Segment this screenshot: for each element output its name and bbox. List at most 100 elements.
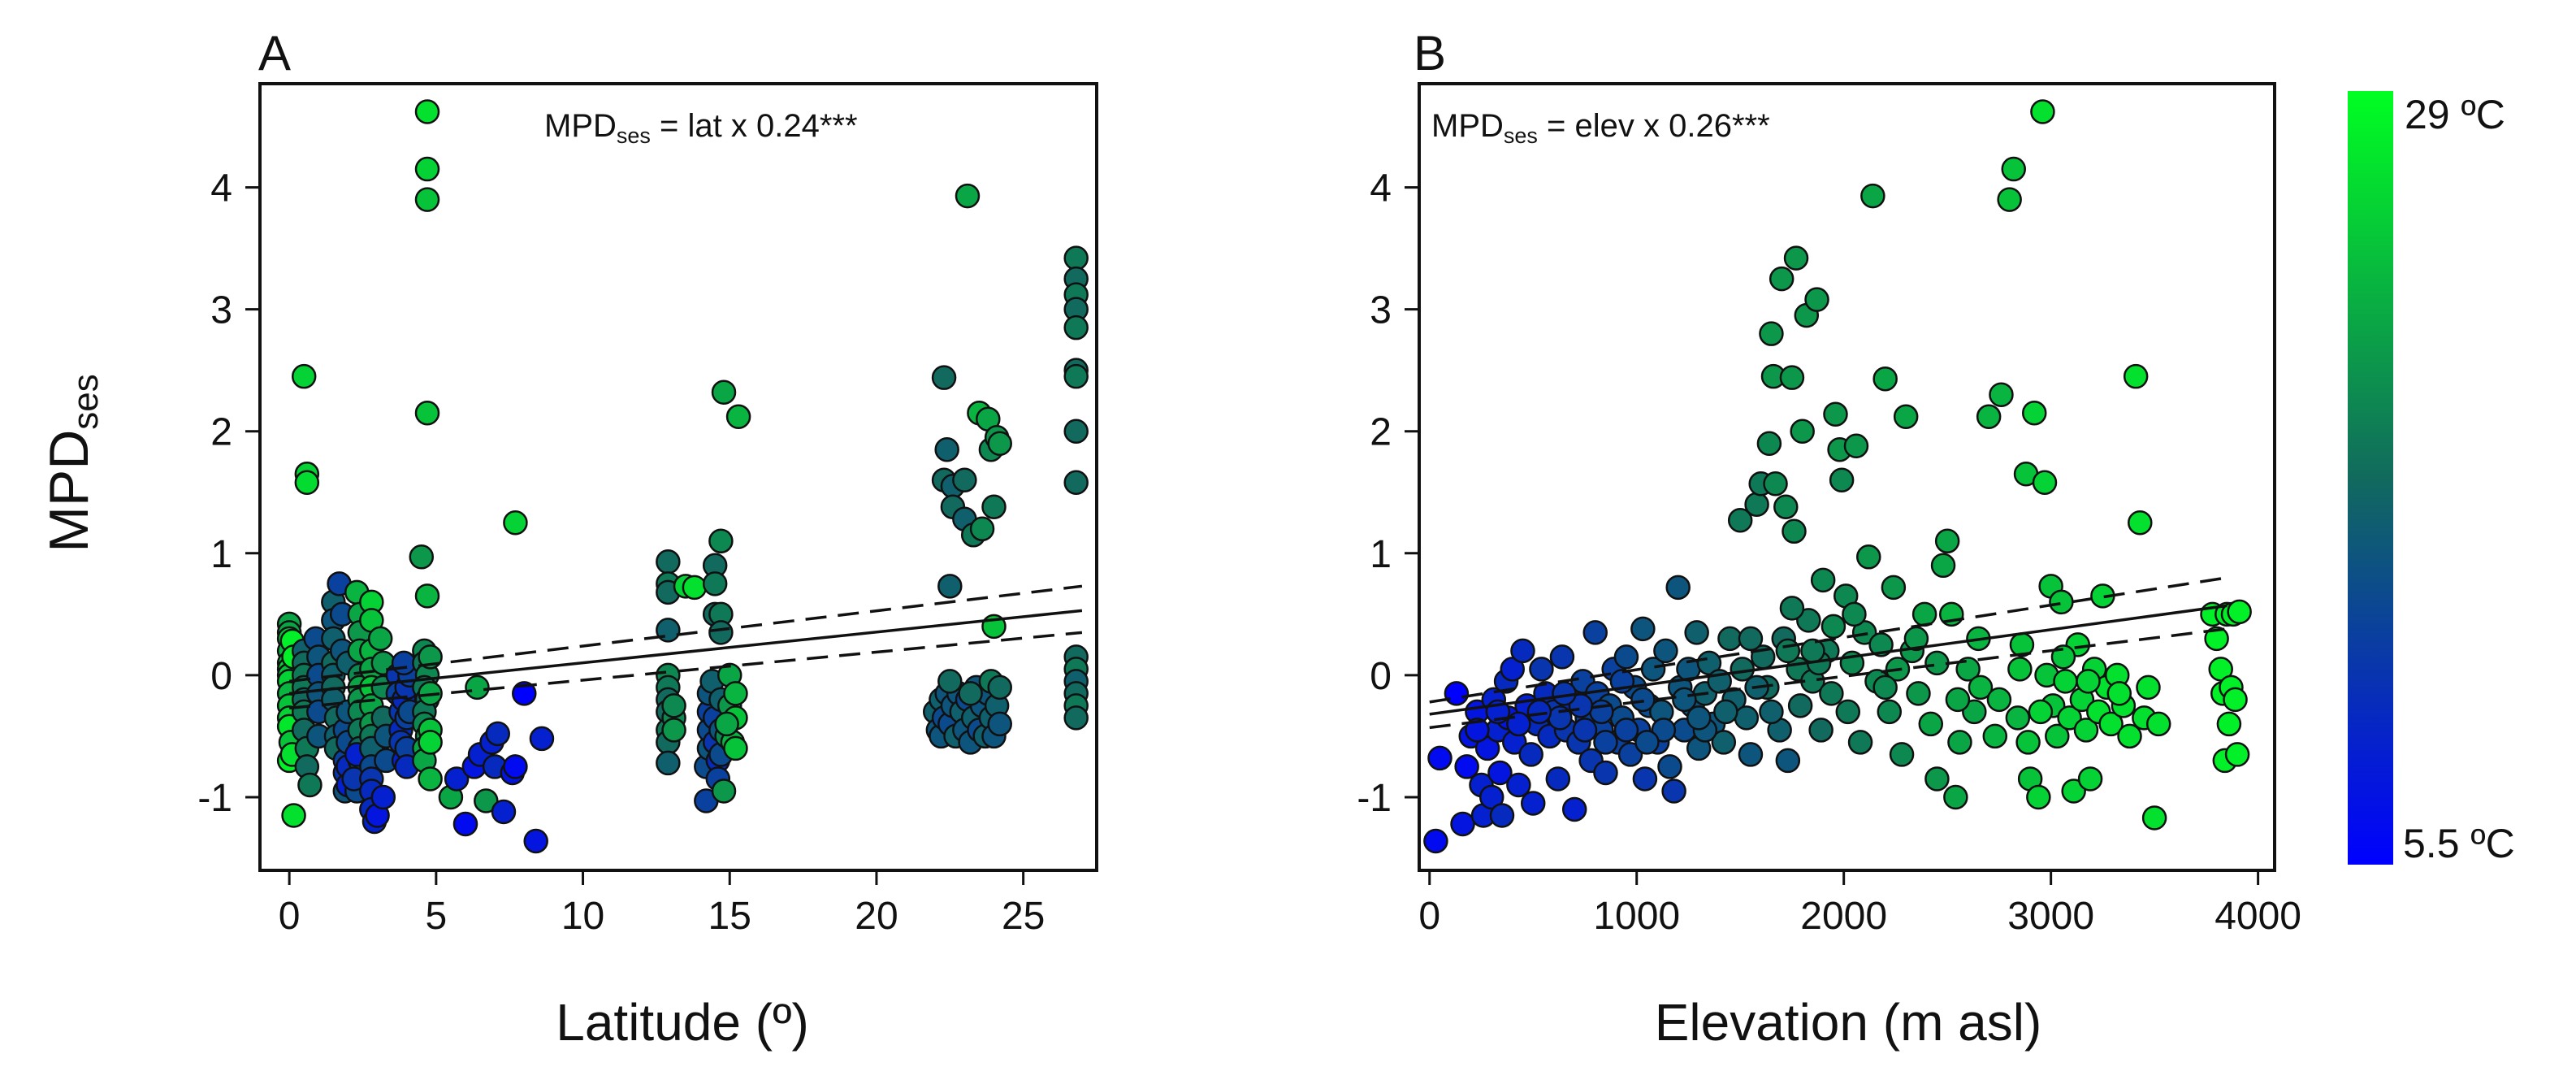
panel-a-point-160 (661, 693, 686, 718)
panel-a-ci-lower-line (288, 631, 1083, 710)
panel-b-point-154 (2049, 589, 2074, 615)
panel-a-letter: A (258, 26, 291, 80)
panel-b-point-76 (1738, 742, 1764, 767)
panel-b-point-117 (1872, 366, 1898, 392)
colorbar-label-top: 29 ºC (2405, 92, 2505, 137)
panel-b-point-225 (1572, 718, 1598, 743)
panel-b-point-160 (2073, 718, 2099, 743)
panel-b-point-29 (1545, 766, 1571, 792)
panel-b-point-30 (1549, 644, 1575, 670)
panel-b-point-114 (1860, 183, 1885, 209)
panel-a-x-tick-label-1: 5 (425, 895, 447, 938)
panel-a-point-239 (987, 674, 1012, 700)
panel-b-point-111 (1847, 730, 1873, 755)
panel-b-point-217 (1634, 730, 1660, 755)
panel-b-point-57 (1657, 754, 1682, 779)
panel-a-y-tick-label-4: 3 (210, 289, 232, 332)
panel-b-point-110 (1843, 433, 1869, 458)
panel-b-point-186 (2224, 742, 2250, 767)
panel-b-point-104 (1823, 401, 1848, 427)
panel-b-point-156 (2057, 705, 2082, 731)
panel-a-annotation-rest: = lat x 0.24*** (651, 108, 858, 144)
panel-a-point-114 (414, 583, 440, 609)
panel-b-point-14 (1489, 803, 1515, 828)
panel-b-x-tick-label-1: 1000 (1593, 895, 1680, 938)
panel-b-y-tick-label-5: 4 (1370, 167, 1392, 210)
panel-b-x-tick-label-3: 3000 (2007, 895, 2094, 938)
panel-a-point-108 (391, 650, 417, 676)
panel-a-point-147 (656, 549, 681, 575)
panel-a-point-136 (474, 788, 499, 813)
panel-b-point-127 (1924, 766, 1950, 792)
panel-a-point-193 (714, 711, 739, 737)
panel-b-ci-upper-line (1429, 576, 2227, 704)
panel-a-point-247 (1063, 419, 1089, 444)
panel-a-point-142 (503, 754, 528, 779)
panel-a-point-191 (725, 404, 751, 429)
panel-b-point-90 (1779, 365, 1805, 390)
panel-a-point-194 (931, 365, 957, 390)
panel-b: B MPDses = elev x 0.26*** 0 1000 2000 3000 4… (1357, 26, 2301, 1052)
panel-a-x-tick-label-5: 25 (1002, 895, 1045, 938)
panel-b-point-189 (1945, 687, 1971, 713)
panel-b-point-138 (1989, 382, 2014, 407)
panel-b-y-tick-label-2: 1 (1370, 533, 1392, 576)
panel-b-point-20 (1510, 638, 1535, 664)
panel-a-point-134 (465, 674, 490, 700)
panel-b-point-218 (1738, 626, 1764, 652)
panel-a-point-199 (937, 574, 963, 599)
panel-a-y-tick-label-0: -1 (197, 777, 232, 820)
panel-a-point-254 (1063, 705, 1089, 731)
panel-a-y-tick-label-2: 1 (210, 533, 232, 576)
panel-a-point-132 (452, 811, 478, 837)
panel-b-point-112 (1851, 620, 1877, 645)
panel-b-point-23 (1520, 791, 1546, 816)
panel-b-point-50 (1630, 616, 1656, 642)
panel-a-point-240 (1063, 245, 1089, 271)
panel-a-fit-line (288, 609, 1083, 696)
panel-a-point-190 (723, 681, 748, 706)
panel-b-y-tick-label-3: 2 (1370, 411, 1392, 454)
panel-a-point-128 (418, 766, 443, 792)
panel-a-point-113 (409, 544, 435, 570)
panel-b-point-94 (1787, 693, 1813, 718)
panel-b-y-tick-label-0: -1 (1357, 777, 1392, 820)
panel-a-point-205 (969, 516, 995, 542)
panel-a-point-145 (523, 828, 548, 854)
panel-b-point-59 (1665, 575, 1691, 601)
panel-b-point-101 (1810, 567, 1836, 593)
panel-a-x-axis-label: Latitude (º) (556, 993, 809, 1052)
panel-b-annotation-sub: ses (1504, 124, 1538, 148)
panel-b-point-146 (2021, 400, 2047, 426)
panel-b-point-135 (1968, 674, 1994, 700)
panel-b-point-0 (1423, 828, 1448, 854)
panel-b-point-84 (1763, 471, 1788, 497)
panel-b-point-2 (1444, 681, 1470, 706)
panel-b-x-tick-label-4: 4000 (2214, 895, 2301, 938)
panel-b-point-3 (1450, 811, 1475, 837)
panel-b-point-221 (1779, 596, 1805, 621)
panel-b-point-212 (1526, 699, 1552, 725)
panel-b-y-tick-label-1: 0 (1370, 655, 1392, 698)
panel-b-point-64 (1684, 620, 1709, 645)
panel-a-marks: 0 5 10 15 20 25 -1 0 1 2 3 4 (197, 99, 1089, 938)
panel-b-point-141 (2005, 705, 2031, 731)
panel-b-marks: 0 1000 2000 3000 4000 -1 0 1 2 3 4 (1357, 99, 2301, 938)
panel-b-x-tick-label-0: 0 (1418, 895, 1440, 938)
panel-b-point-124 (1906, 681, 1931, 706)
panel-b-point-166 (2098, 711, 2124, 737)
panel-b-point-133 (1955, 657, 1981, 682)
panel-b-point-33 (1561, 796, 1587, 822)
panel-b-point-128 (1930, 553, 1956, 579)
panel-a: A MPDses = lat x 0.24*** 0 5 10 15 20 25 -1 0 1 2… (197, 26, 1098, 1052)
panel-b-point-89 (1775, 748, 1801, 774)
panel-b-point-121 (1889, 742, 1915, 767)
panel-b-point-92 (1783, 245, 1809, 271)
panel-b-point-4 (1454, 754, 1479, 779)
panel-b-point-224 (1593, 730, 1618, 755)
panel-a-x-tick-label-4: 20 (855, 895, 898, 938)
panel-b-point-103 (1819, 681, 1844, 706)
panel-a-point-111 (414, 187, 440, 212)
panel-b-point-51 (1632, 766, 1658, 792)
panel-b-point-137 (1982, 723, 2008, 749)
